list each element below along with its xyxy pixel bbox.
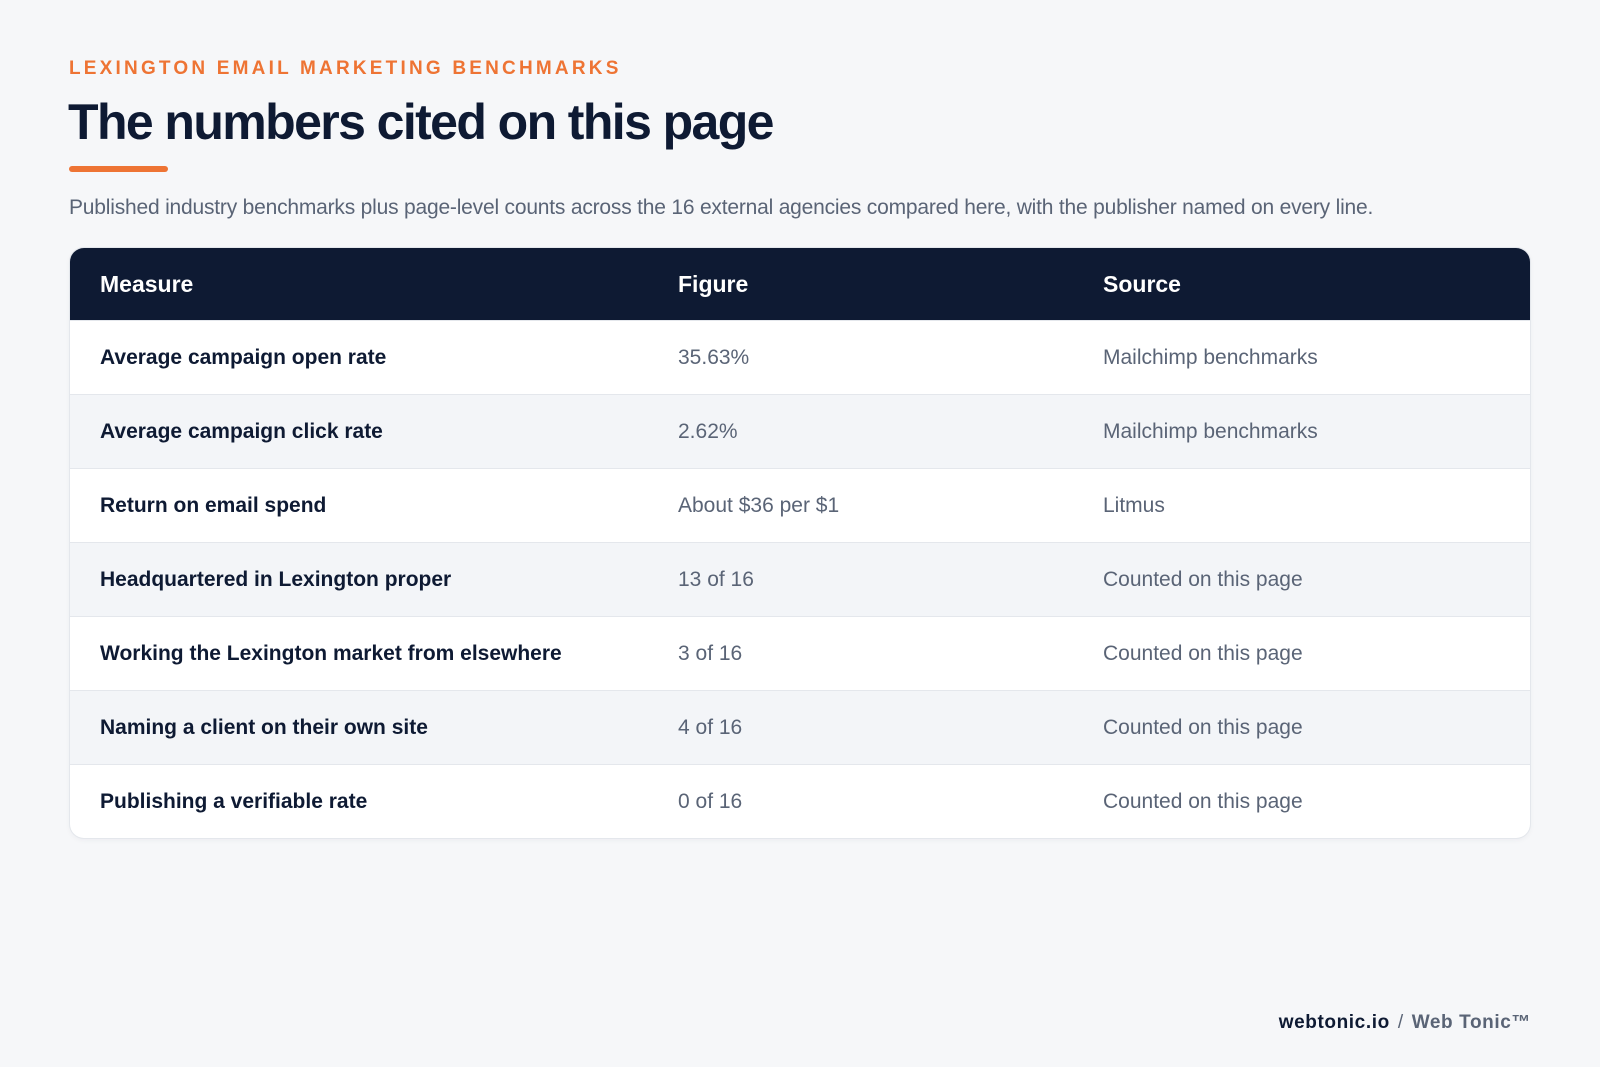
cell-figure: 0 of 16 <box>678 789 743 813</box>
table-row: Average campaign click rate 2.62% Mailchim… <box>70 394 1530 468</box>
benchmarks-table: Measure Figure Source Average campaign o… <box>70 248 1530 838</box>
table-row: Return on email spend About $36 per $1 Lit… <box>70 468 1530 542</box>
footer-credit: webtonic.io / Web Tonic™ <box>1279 1012 1531 1034</box>
cell-measure: Average campaign click rate <box>100 419 383 443</box>
table-row: Average campaign open rate 35.63% Mailchim… <box>70 320 1530 394</box>
cell-measure: Publishing a verifiable rate <box>100 789 368 813</box>
page-title: The numbers cited on this page <box>68 94 774 150</box>
cell-figure: 3 of 16 <box>678 641 743 665</box>
cell-source: Mailchimp benchmarks <box>1103 419 1318 443</box>
cell-measure: Average campaign open rate <box>100 345 387 369</box>
footer-domain: webtonic.io <box>1278 1012 1390 1033</box>
table-row: Publishing a verifiable rate 0 of 16 Count… <box>70 764 1530 838</box>
cell-measure: Working the Lexington market from elsewh… <box>100 641 562 665</box>
cell-source: Counted on this page <box>1103 567 1303 591</box>
cell-source: Counted on this page <box>1103 789 1303 813</box>
title-underline <box>69 166 168 172</box>
table-header: Measure Figure Source <box>70 248 1530 320</box>
column-header-source: Source <box>1103 270 1181 297</box>
column-header-measure: Measure <box>100 270 194 297</box>
cell-figure: 2.62% <box>678 419 738 443</box>
cell-measure: Naming a client on their own site <box>100 715 428 739</box>
footer-brand: Web Tonic™ <box>1411 1012 1531 1033</box>
table-body: Average campaign open rate 35.63% Mailchim… <box>70 320 1530 838</box>
eyebrow-label: LEXINGTON EMAIL MARKETING BENCHMARKS <box>69 58 622 79</box>
cell-figure: 13 of 16 <box>678 567 754 591</box>
cell-figure: 35.63% <box>678 345 750 369</box>
cell-figure: About $36 per $1 <box>678 493 840 517</box>
cell-figure: 4 of 16 <box>678 715 743 739</box>
footer-separator: / <box>1397 1012 1404 1033</box>
cell-source: Litmus <box>1103 493 1165 517</box>
column-header-figure: Figure <box>678 270 749 297</box>
cell-measure: Return on email spend <box>100 493 327 517</box>
intro-text: Published industry benchmarks plus page-… <box>69 196 1374 219</box>
table-row: Working the Lexington market from elsewh… <box>70 616 1530 690</box>
table-row: Headquartered in Lexington proper 13 of 1… <box>70 542 1530 616</box>
table-row: Naming a client on their own site 4 of 16… <box>70 690 1530 764</box>
cell-measure: Headquartered in Lexington proper <box>100 567 452 591</box>
cell-source: Counted on this page <box>1103 715 1303 739</box>
cell-source: Mailchimp benchmarks <box>1103 345 1318 369</box>
cell-source: Counted on this page <box>1103 641 1303 665</box>
